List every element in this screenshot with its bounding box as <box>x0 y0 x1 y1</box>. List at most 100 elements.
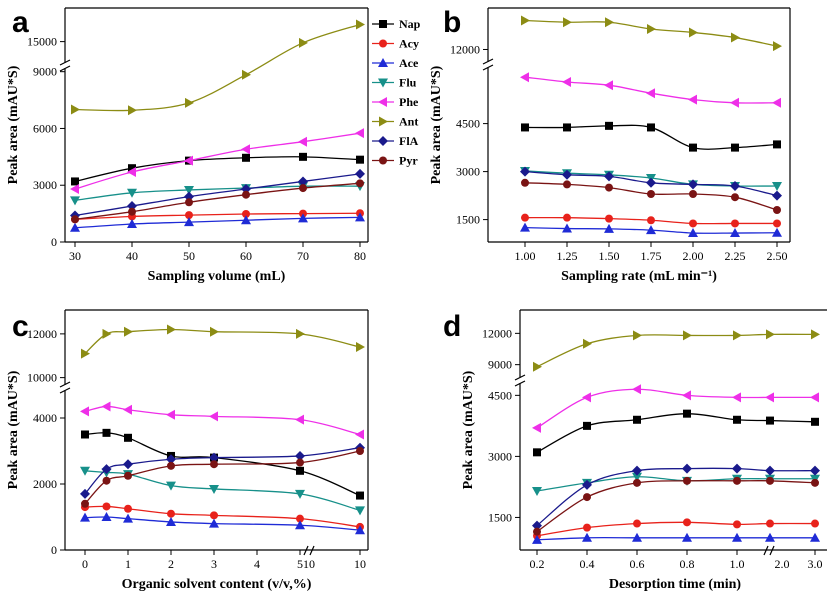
point-pyr <box>731 193 739 202</box>
x-tick-label: 1.0 <box>730 557 745 571</box>
point-fla <box>295 450 305 461</box>
point-ace <box>688 228 698 238</box>
point-ace <box>127 219 137 229</box>
point-acy <box>210 511 218 520</box>
point-acy <box>766 519 774 528</box>
point-ace <box>166 516 176 526</box>
y-break-mark <box>59 381 71 388</box>
x-tick-label: 2.50 <box>767 249 788 263</box>
point-nap <box>124 433 132 442</box>
point-ace <box>295 520 305 530</box>
y-tick-label: 3000 <box>456 165 480 179</box>
point-acy <box>583 523 591 532</box>
x-tick-label: 50 <box>183 249 195 263</box>
y-tick-label: 0 <box>51 235 57 249</box>
point-ant <box>185 97 194 108</box>
y-axis-label: Peak area (mAU*S) <box>429 65 444 184</box>
point-fla <box>646 177 656 188</box>
y-break-mark <box>514 380 526 387</box>
legend-marker-flu <box>378 78 388 88</box>
point-ace <box>298 213 308 223</box>
point-nap <box>71 177 79 186</box>
point-nap <box>521 123 529 132</box>
point-phe <box>520 72 529 83</box>
point-ace <box>70 222 80 232</box>
y-tick-label: 4000 <box>33 411 57 425</box>
point-acy <box>521 213 529 222</box>
point-nap <box>605 121 613 130</box>
point-nap <box>128 164 136 173</box>
y-tick-label: 2000 <box>33 477 57 491</box>
y-axis-label: Peak area (mAU*S) <box>461 370 476 489</box>
point-pyr <box>633 478 641 487</box>
point-pyr <box>521 178 529 187</box>
point-fla <box>127 201 137 212</box>
point-pyr <box>167 461 175 470</box>
point-ant <box>683 330 692 341</box>
legend-label-acy: Acy <box>399 37 419 51</box>
point-acy <box>185 211 193 220</box>
series-line-pyr <box>74 182 361 220</box>
x-axis-label: Organic solvent content (v/v,%) <box>122 577 312 592</box>
point-phe <box>355 128 364 139</box>
point-pyr <box>128 207 136 216</box>
y-axis-label: Peak area (mAU*S) <box>6 65 21 184</box>
point-phe <box>166 409 175 420</box>
point-phe <box>646 88 655 99</box>
point-acy <box>563 213 571 222</box>
point-ant <box>81 348 90 359</box>
y-tick-label: 6000 <box>33 121 57 135</box>
series-line-nap <box>74 156 361 183</box>
point-fla <box>604 171 614 182</box>
point-ant <box>299 37 308 48</box>
legend-marker-ant <box>379 116 388 127</box>
x-axis-label: Sampling volume (mL) <box>148 269 286 284</box>
point-ace <box>632 532 642 542</box>
point-flu <box>209 484 219 494</box>
point-acy <box>102 502 111 511</box>
point-fla <box>772 190 782 201</box>
y-tick-label: 10000 <box>27 371 57 385</box>
y-break-mark <box>482 64 494 71</box>
point-fla <box>730 181 740 191</box>
y-axis-label: Peak area (mAU*S) <box>6 370 21 489</box>
point-pyr <box>71 215 79 224</box>
point-ant <box>733 330 742 341</box>
legend-label-fla: FlA <box>399 134 419 148</box>
panel-a: a 30 40 50 60 70 80 0 3000 6000 9000 15000 Sampling … <box>6 6 421 284</box>
point-ace <box>810 532 820 542</box>
point-fla <box>209 452 219 463</box>
point-ant <box>521 15 530 26</box>
point-fla <box>532 520 542 531</box>
point-ant <box>773 41 782 52</box>
y-break-mark <box>59 65 71 72</box>
x-break-mark <box>763 545 769 556</box>
y-tick-label: 0 <box>51 543 57 557</box>
point-ace <box>123 513 133 523</box>
point-ant <box>583 338 592 349</box>
panel-d: d 0.2 0.4 0.6 0.8 1.0 2.0 3.0 1500 3000 4500 9000 12… <box>443 309 827 592</box>
point-acy <box>773 219 781 228</box>
x-tick-label: 2.25 <box>725 249 746 263</box>
point-phe <box>765 392 774 403</box>
x-tick-label: 3 <box>211 557 217 571</box>
point-ant <box>356 342 365 352</box>
point-phe <box>80 406 89 417</box>
point-ace <box>582 532 592 542</box>
point-phe <box>810 392 819 403</box>
point-ant <box>533 361 542 372</box>
x-tick-label: 10 <box>303 557 315 571</box>
y-tick-label: 3000 <box>33 178 57 192</box>
x-break-mark <box>303 545 309 556</box>
point-ant <box>124 326 133 337</box>
point-nap <box>766 416 774 425</box>
legend-label-ant: Ant <box>399 115 418 129</box>
point-nap <box>773 140 781 149</box>
point-phe <box>632 384 641 395</box>
point-nap <box>533 448 541 457</box>
y-tick-label: 4500 <box>456 117 480 131</box>
point-ant <box>356 19 365 30</box>
point-nap <box>299 152 307 161</box>
y-break-mark <box>482 58 494 65</box>
point-pyr <box>356 179 364 188</box>
